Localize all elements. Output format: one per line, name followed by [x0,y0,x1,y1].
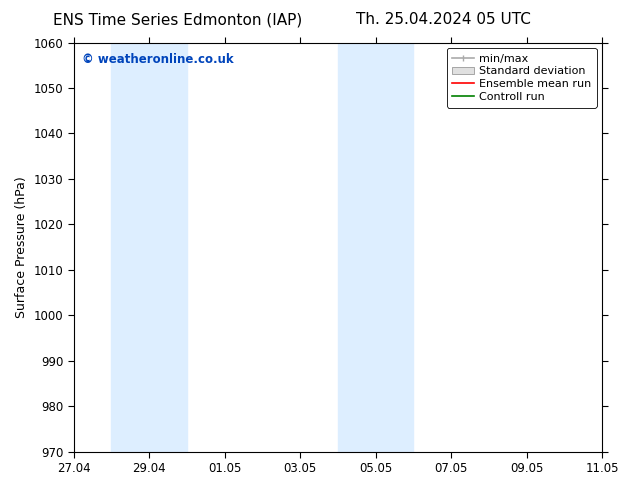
Y-axis label: Surface Pressure (hPa): Surface Pressure (hPa) [15,176,28,318]
Bar [112,43,187,452]
Text: Th. 25.04.2024 05 UTC: Th. 25.04.2024 05 UTC [356,12,531,27]
Text: ENS Time Series Edmonton (IAP): ENS Time Series Edmonton (IAP) [53,12,302,27]
Bar [338,43,413,452]
Legend: min/max, Standard deviation, Ensemble mean run, Controll run: min/max, Standard deviation, Ensemble me… [447,48,597,108]
Text: © weatheronline.co.uk: © weatheronline.co.uk [82,53,233,66]
